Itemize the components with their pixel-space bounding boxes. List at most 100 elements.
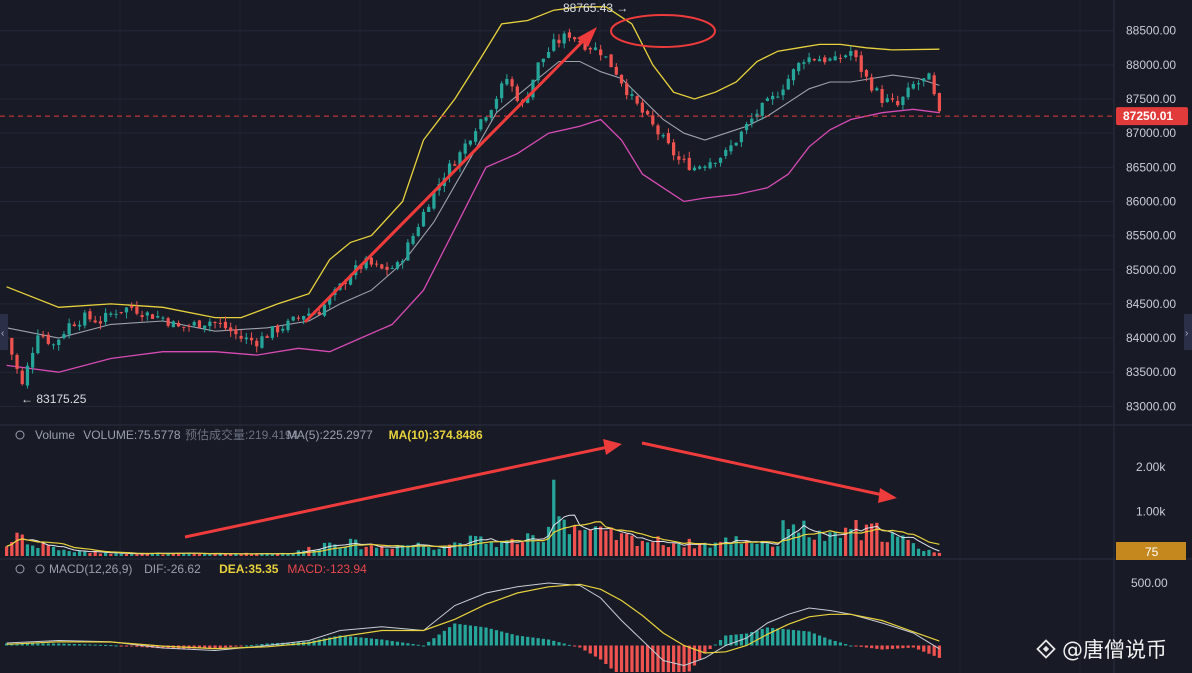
volume-bar <box>93 550 97 556</box>
volume-bar <box>25 544 30 556</box>
candle-body <box>156 316 160 318</box>
volume-bar <box>270 553 274 556</box>
volume-bar <box>62 549 66 556</box>
macd-histogram-bar <box>385 640 389 646</box>
candle-body <box>922 78 926 82</box>
candle-body <box>98 321 103 324</box>
candle-body <box>208 321 212 327</box>
macd-histogram-bar <box>213 645 217 649</box>
volume-bar <box>718 541 723 556</box>
volume-bar <box>812 539 816 556</box>
volume-bar <box>713 542 717 556</box>
macd-histogram-bar <box>890 645 895 649</box>
volume-bar <box>526 533 530 556</box>
price-tick-label: 87500.00 <box>1126 92 1176 106</box>
candle-body <box>807 57 811 63</box>
candle-body <box>473 131 478 142</box>
macd-histogram-bar <box>583 645 587 651</box>
volume-legend-item: MA(10):374.8486 <box>389 428 483 442</box>
volume-bar <box>937 552 942 556</box>
macd-histogram-bar <box>328 637 332 646</box>
candle-body <box>708 162 712 169</box>
candle-body <box>328 296 332 305</box>
candle-body <box>885 98 889 102</box>
macd-histogram-bar <box>270 643 274 646</box>
volume-bar <box>901 535 905 556</box>
macd-histogram-bar <box>526 636 530 646</box>
volume-bar <box>833 531 837 556</box>
candle-body <box>677 156 681 160</box>
volume-bar <box>489 541 493 556</box>
candle-body <box>599 49 603 56</box>
macd-axis[interactable]: 500.00 <box>1131 576 1168 590</box>
macd-histogram-bar <box>750 632 754 646</box>
volume-bar <box>666 547 671 556</box>
candle-body <box>275 325 280 333</box>
volume-bar <box>223 553 228 556</box>
right-scroll-handle[interactable] <box>1184 314 1192 350</box>
macd-histogram-bar <box>593 645 598 657</box>
macd-histogram-bar <box>828 639 832 646</box>
visibility-icon <box>15 430 25 440</box>
candle-body <box>51 344 56 346</box>
volume-bar <box>552 479 556 556</box>
macd-histogram-bar <box>661 645 665 672</box>
macd-histogram-bar <box>776 628 780 646</box>
candle-body <box>838 57 842 59</box>
candle-body <box>67 323 71 335</box>
volume-bar <box>255 553 259 556</box>
candle-body <box>411 236 415 244</box>
candle-body <box>109 313 113 315</box>
volume-bar <box>265 553 269 556</box>
volume-bar <box>672 543 676 556</box>
candle-body <box>401 261 405 263</box>
left-scroll-handle[interactable] <box>0 314 8 350</box>
macd-histogram-bar <box>479 626 483 646</box>
candle-body <box>468 140 473 145</box>
volume-bar <box>854 520 858 556</box>
price-pane[interactable] <box>4 6 942 389</box>
macd-histogram-bar <box>463 624 467 646</box>
candle-body <box>25 365 30 386</box>
candle-body <box>20 370 24 385</box>
macd-histogram-bar <box>41 643 45 646</box>
volume-bar <box>286 553 290 556</box>
price-axis[interactable]: 83000.00 83500.00 84000.00 84500.00 85000.00… <box>1126 24 1176 414</box>
macd-histogram-bar <box>755 630 759 646</box>
candle-body <box>776 96 780 98</box>
macd-histogram-bar <box>51 643 56 646</box>
volume-axis[interactable]: 1.00k 2.00k <box>1136 460 1166 518</box>
volume-tick-label: 2.00k <box>1136 460 1166 474</box>
macd-histogram-bar <box>588 645 592 654</box>
macd-histogram-bar <box>468 625 473 646</box>
volume-bar <box>36 548 40 556</box>
candle-body <box>755 113 759 118</box>
candle-body <box>583 40 587 50</box>
candle-body <box>500 83 504 99</box>
macd-histogram-bar <box>823 637 827 646</box>
candle-body <box>896 100 900 106</box>
macd-histogram-bar <box>687 645 691 672</box>
macd-histogram-bar <box>244 645 248 647</box>
candle-body <box>161 317 165 319</box>
candle-body <box>635 96 639 104</box>
macd-histogram-bar <box>57 643 61 646</box>
candle-body <box>750 118 754 123</box>
macd-histogram-bar <box>859 645 863 647</box>
candle-body <box>562 33 566 44</box>
volume-bar <box>781 520 785 556</box>
macd-histogram-bar <box>401 642 405 646</box>
macd-histogram-bar <box>260 644 264 646</box>
candle-body <box>546 51 551 58</box>
macd-histogram-bar <box>411 644 415 646</box>
macd-histogram-bar <box>724 635 728 646</box>
volume-bar <box>500 541 504 556</box>
volume-bar <box>406 545 410 556</box>
volume-bar <box>338 547 342 556</box>
macd-histogram-bar <box>67 643 71 646</box>
candle-body <box>140 315 144 318</box>
volume-bar <box>46 544 50 556</box>
candle-body <box>124 307 129 313</box>
macd-histogram-bar <box>72 643 76 646</box>
